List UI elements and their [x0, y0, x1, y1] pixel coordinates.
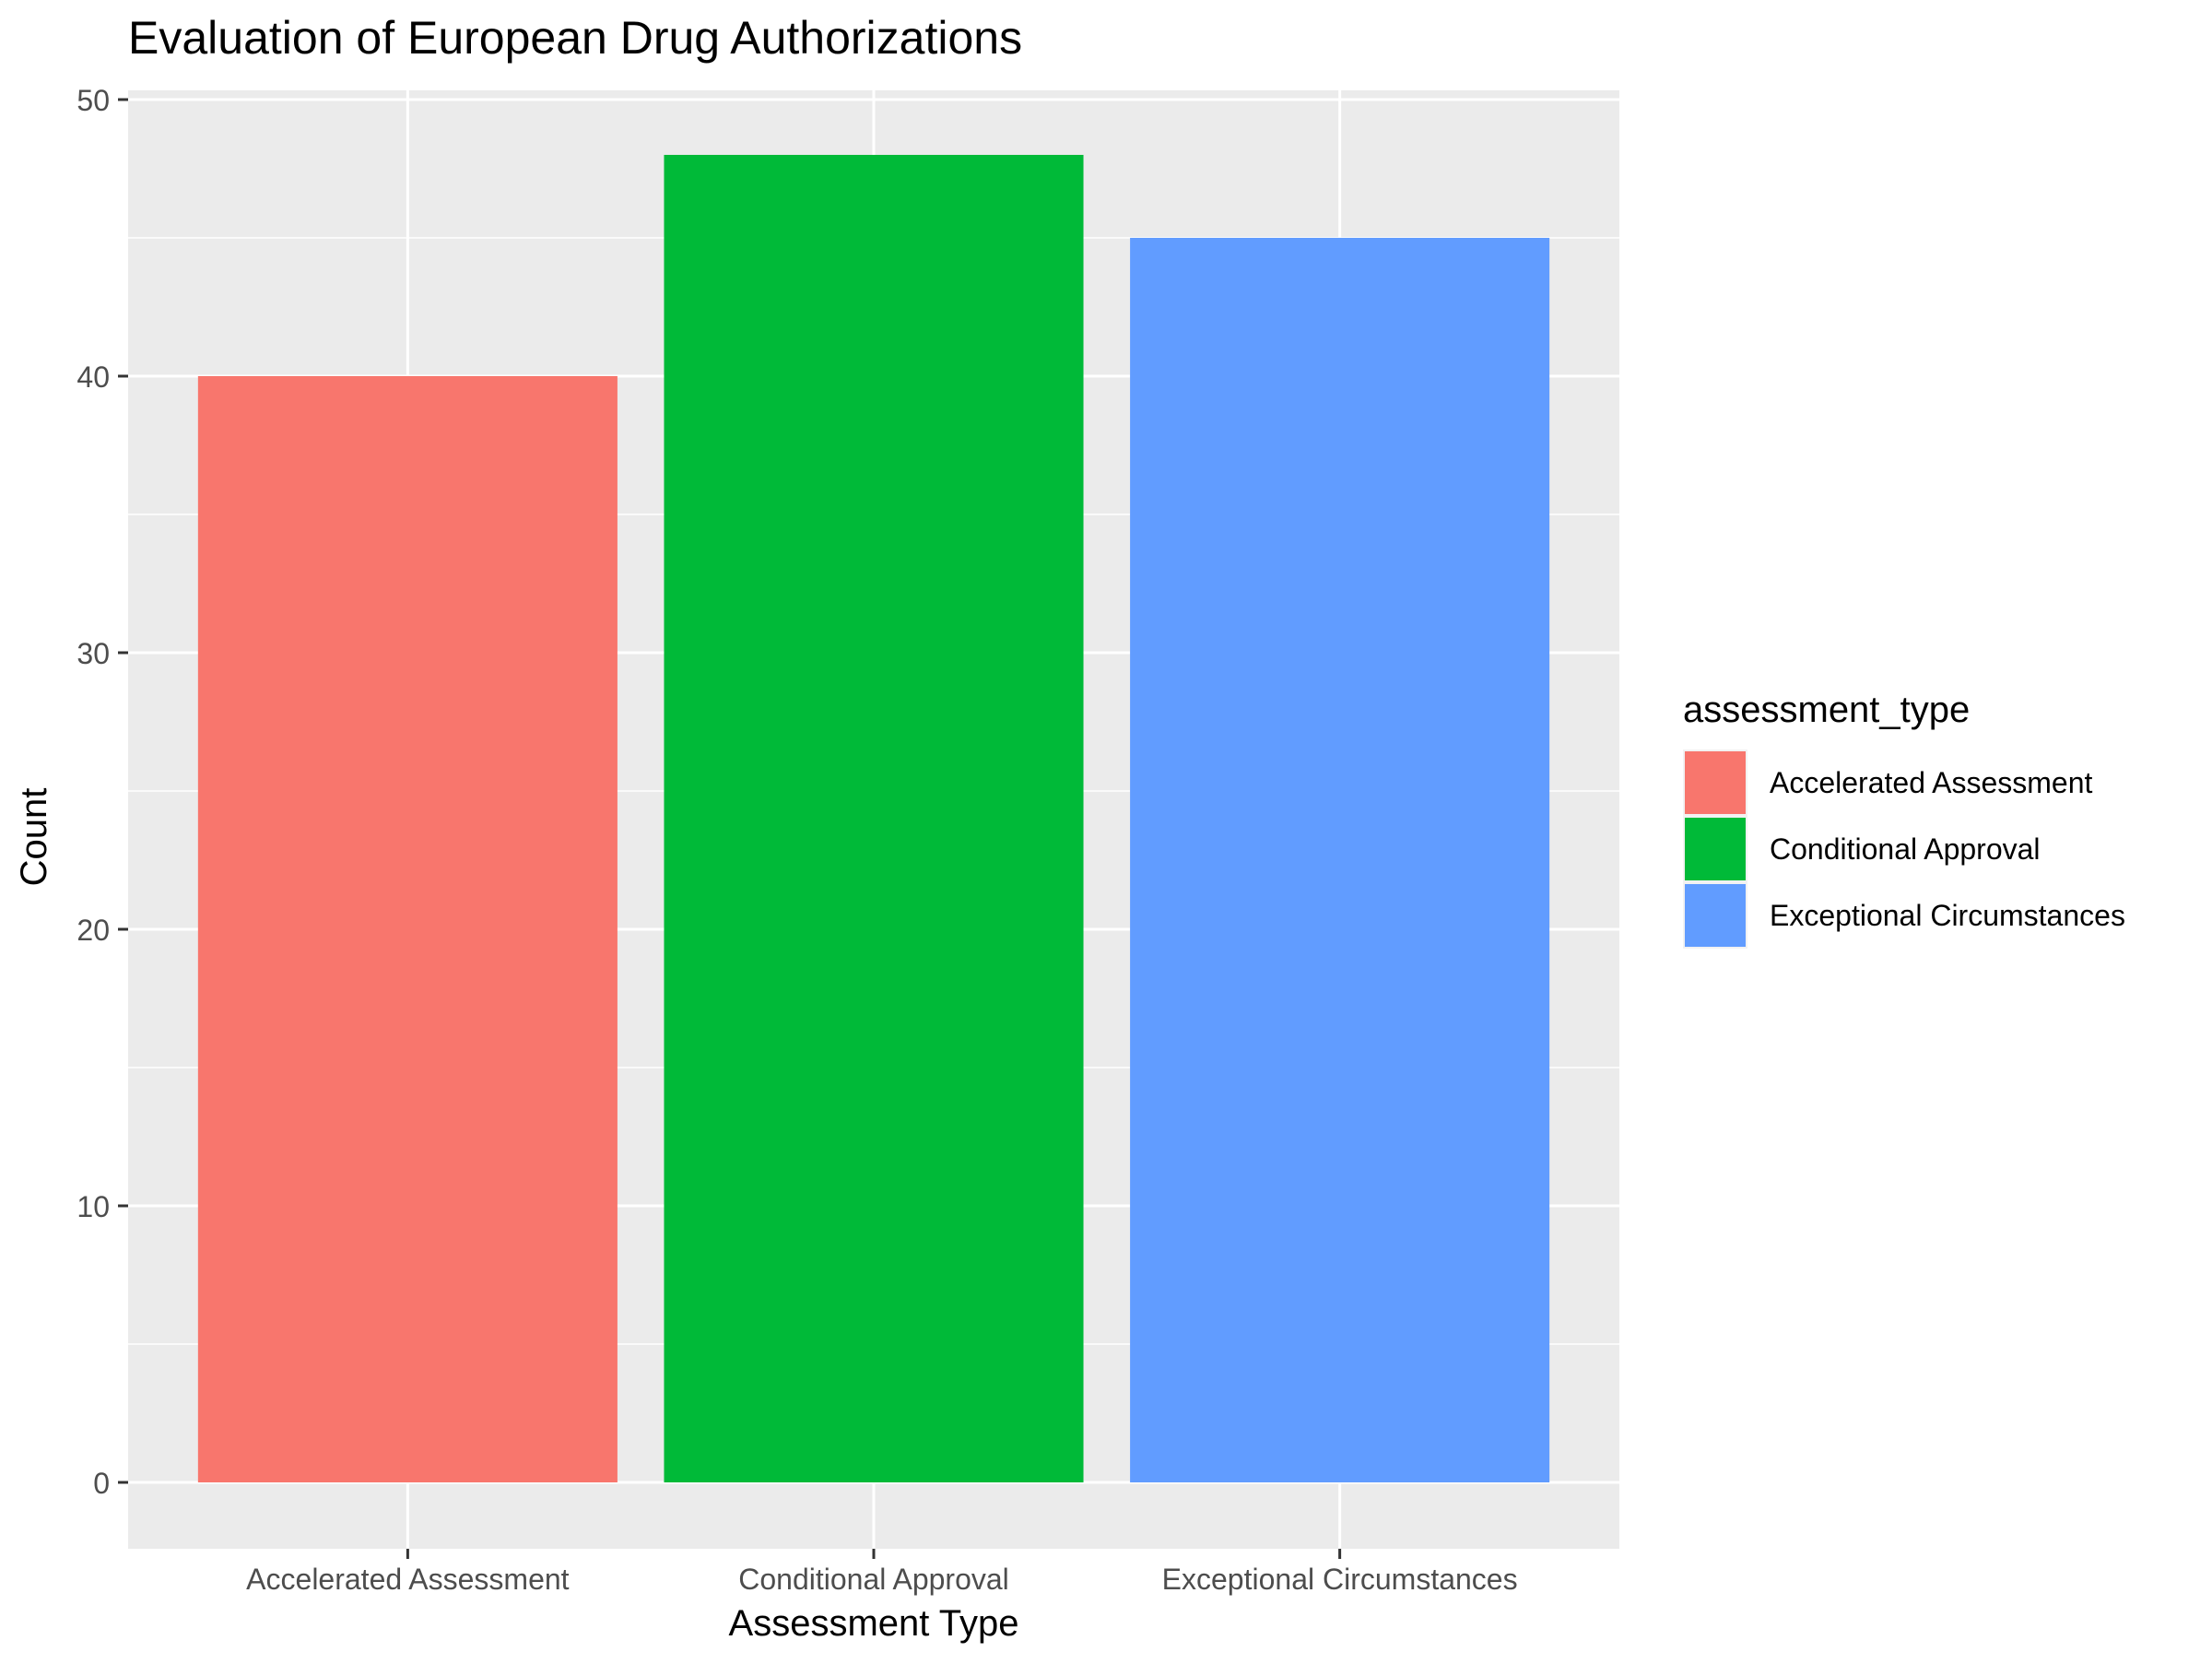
bar-3 — [1130, 238, 1550, 1482]
x-tick-label: Conditional Approval — [738, 1563, 1009, 1596]
y-axis: 0 10 20 30 40 50 — [76, 84, 128, 1500]
bars — [197, 155, 1550, 1482]
y-axis-title: Count — [14, 788, 54, 887]
legend: assessment_type Accelerated Assessment Co… — [1683, 690, 2125, 949]
chart-title: Evaluation of European Drug Authorizatio… — [128, 12, 1022, 64]
legend-key-swatch — [1685, 751, 1746, 814]
y-tick-label: 10 — [76, 1190, 110, 1223]
x-axis: Accelerated Assessment Conditional Approv… — [246, 1549, 1518, 1596]
y-tick-label: 30 — [76, 637, 110, 670]
legend-entry-label: Conditional Approval — [1770, 832, 2041, 866]
legend-key-swatch — [1685, 884, 1746, 947]
y-tick-label: 20 — [76, 914, 110, 947]
legend-title: assessment_type — [1683, 690, 1970, 730]
legend-entry-label: Accelerated Assessment — [1770, 766, 2093, 799]
x-tick-label: Exceptional Circumstances — [1162, 1563, 1518, 1596]
legend-entry-label: Exceptional Circumstances — [1770, 899, 2125, 932]
legend-entries: Accelerated Assessment Conditional Approv… — [1683, 749, 2125, 949]
bar-2 — [664, 155, 1084, 1482]
x-tick-label: Accelerated Assessment — [246, 1563, 570, 1596]
y-tick-label: 0 — [93, 1467, 110, 1500]
bar-1 — [197, 376, 618, 1482]
x-axis-title: Assessment Type — [729, 1603, 1019, 1644]
y-tick-label: 50 — [76, 84, 110, 117]
y-tick-label: 40 — [76, 360, 110, 394]
legend-key-swatch — [1685, 818, 1746, 880]
